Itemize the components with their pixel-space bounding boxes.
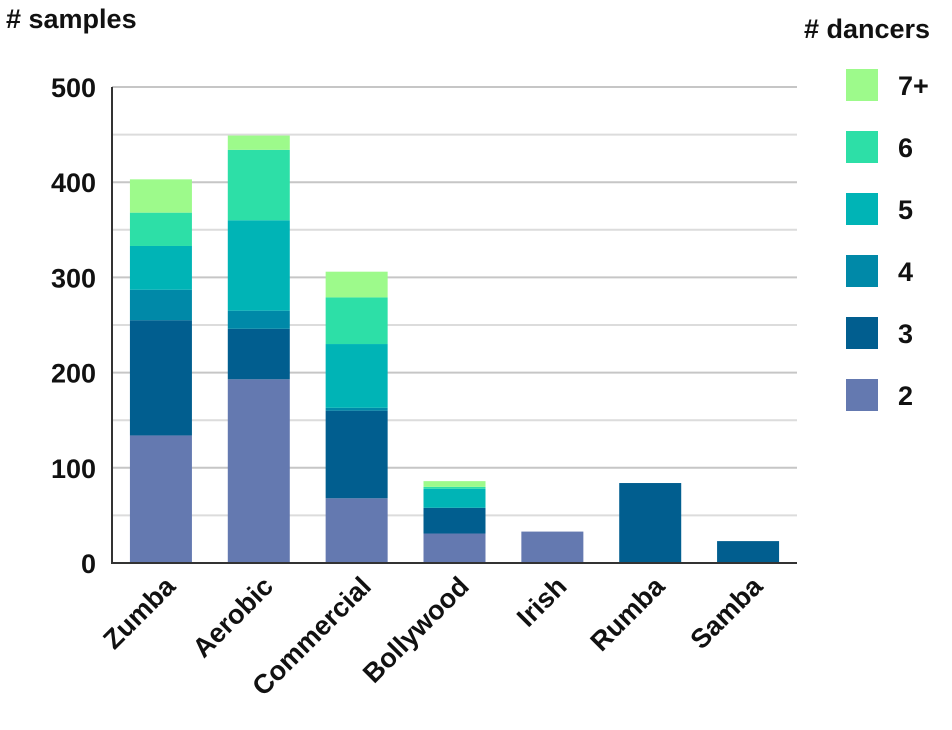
bar-segment-bollywood-5 <box>423 488 486 508</box>
x-tick-label-irish: Irish <box>511 571 573 633</box>
bar-segment-commercial-5 <box>325 344 388 408</box>
bar-segment-aerobic-4 <box>227 310 290 329</box>
y-tick-label: 400 <box>51 168 96 198</box>
legend-swatch-5 <box>846 193 878 225</box>
bar-segment-bollywood-7plus <box>423 481 486 487</box>
bar-segment-rumba-3 <box>619 483 682 563</box>
legend-swatch-3 <box>846 317 878 349</box>
bar-segment-aerobic-7plus <box>227 135 290 150</box>
y-tick-label: 500 <box>51 73 96 103</box>
legend-label-2: 2 <box>898 381 913 411</box>
bar-segment-bollywood-2 <box>423 533 486 563</box>
bar-segment-zumba-3 <box>129 320 192 436</box>
x-tick-label-samba: Samba <box>684 570 769 655</box>
y-tick-label: 200 <box>51 359 96 389</box>
legend-swatch-4 <box>846 255 878 287</box>
bar-segment-commercial-3 <box>325 410 388 499</box>
y-tick-label: 0 <box>81 549 96 579</box>
bar-segment-aerobic-5 <box>227 220 290 311</box>
x-tick-label-rumba: Rumba <box>585 570 672 657</box>
bar-segment-commercial-2 <box>325 498 388 563</box>
legend-title: # dancers <box>804 14 931 44</box>
x-tick-label-zumba: Zumba <box>97 570 181 654</box>
y-axis-label: # samples <box>6 4 137 34</box>
bar-segment-commercial-7plus <box>325 271 388 298</box>
legend-swatch-7plus <box>846 69 878 101</box>
bar-segment-zumba-2 <box>129 435 192 563</box>
legend-swatch-2 <box>846 379 878 411</box>
x-tick-label-aerobic: Aerobic <box>187 571 279 663</box>
bar-segment-zumba-6 <box>129 212 192 246</box>
bar-segment-bollywood-3 <box>423 507 486 534</box>
bar-segment-bollywood-6 <box>423 486 486 489</box>
bar-segment-commercial-4 <box>325 407 388 411</box>
bar-segment-irish-2 <box>521 531 584 563</box>
x-tick-label-bollywood: Bollywood <box>357 571 475 689</box>
bar-segment-commercial-6 <box>325 297 388 345</box>
bar-segment-zumba-4 <box>129 289 192 321</box>
legend-label-6: 6 <box>898 133 913 163</box>
bar-segment-zumba-7plus <box>129 179 192 213</box>
legend-label-5: 5 <box>898 195 913 225</box>
legend-label-4: 4 <box>898 257 913 287</box>
bar-segment-aerobic-3 <box>227 328 290 380</box>
y-tick-label: 100 <box>51 454 96 484</box>
legend-swatch-6 <box>846 131 878 163</box>
bar-segment-samba-3 <box>717 541 780 563</box>
y-tick-label: 300 <box>51 263 96 293</box>
bar-segment-aerobic-6 <box>227 149 290 221</box>
bar-segment-aerobic-2 <box>227 379 290 563</box>
legend-label-3: 3 <box>898 319 913 349</box>
legend-label-7plus: 7+ <box>898 71 929 101</box>
bar-segment-zumba-5 <box>129 245 192 290</box>
